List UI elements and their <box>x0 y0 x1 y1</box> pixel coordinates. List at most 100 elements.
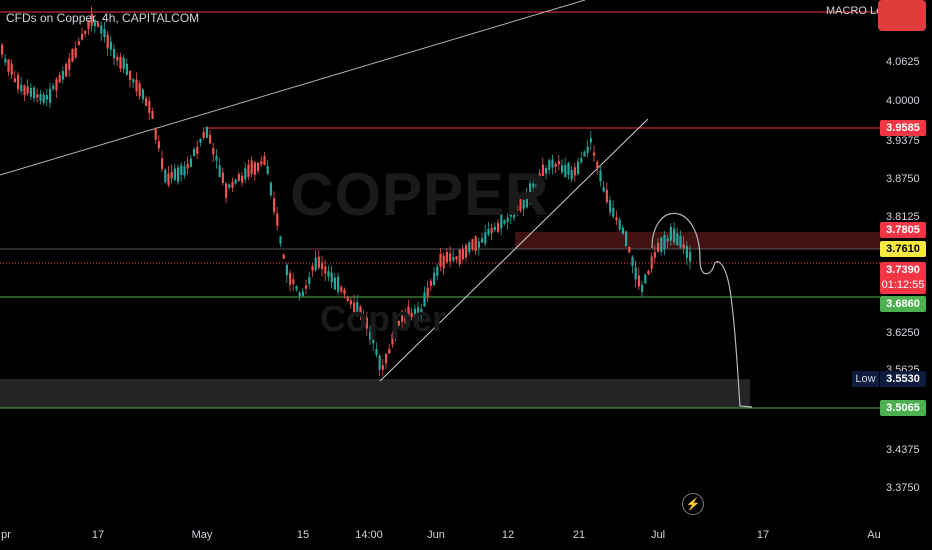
candle-body <box>529 183 532 199</box>
candle-body <box>273 198 276 213</box>
candle-body <box>109 41 112 50</box>
x-tick: 14:00 <box>355 529 383 541</box>
candle-body <box>196 146 199 155</box>
candle-body <box>455 256 458 260</box>
candle-body <box>593 152 596 156</box>
candle-body <box>212 147 215 155</box>
candle-body <box>561 165 564 173</box>
x-tick: Jul <box>650 529 666 541</box>
y-tick: 3.4375 <box>886 444 920 456</box>
candle-body <box>177 167 180 182</box>
resistance-price-label: 3.9585 <box>880 120 926 136</box>
candle-body <box>650 256 653 269</box>
candle-body <box>564 165 567 177</box>
candle-body <box>484 232 487 244</box>
current-price-label: 3.7390 01:12:55 <box>880 262 926 294</box>
candle-body <box>193 148 196 157</box>
candle-body <box>513 204 516 218</box>
candle-body <box>490 227 493 234</box>
y-tick: 3.3750 <box>886 482 920 494</box>
candle-body <box>359 306 362 316</box>
candle-body <box>52 85 55 90</box>
candle-body <box>439 253 442 267</box>
candle-body <box>289 272 292 285</box>
candle-body <box>39 93 42 101</box>
candle-body <box>285 264 288 276</box>
candle-body <box>605 189 608 203</box>
candle-body <box>106 34 109 49</box>
candle-body <box>621 227 624 234</box>
candle-body <box>625 231 628 247</box>
candle-body <box>647 270 650 275</box>
candle-body <box>487 228 490 235</box>
candle-body <box>119 56 122 69</box>
candle-body <box>535 183 538 189</box>
candle-body <box>410 312 413 318</box>
candle-body <box>161 158 164 169</box>
candle-body <box>337 276 340 292</box>
low-zone <box>0 379 750 408</box>
candle-body <box>685 245 688 258</box>
x-tick: 17 <box>91 529 105 541</box>
candle-body <box>356 302 359 313</box>
candle-body <box>673 228 676 243</box>
projection-curve <box>651 212 753 408</box>
candle-body <box>353 302 356 313</box>
candle-body <box>423 292 426 307</box>
candle-body <box>538 173 541 179</box>
candle-body <box>125 63 128 75</box>
candle-body <box>4 58 7 63</box>
candle-body <box>362 316 365 322</box>
candle-body <box>205 126 208 138</box>
candle-body <box>477 241 480 248</box>
candle-body <box>282 254 285 259</box>
candle-body <box>170 171 173 179</box>
lightning-icon[interactable]: ⚡ <box>682 493 704 515</box>
candlestick-series <box>1 6 692 377</box>
candle-body <box>666 238 669 242</box>
candle-body <box>234 179 237 184</box>
candle-body <box>129 70 132 80</box>
candle-body <box>116 56 119 61</box>
candle-body <box>682 244 685 249</box>
candle-body <box>327 271 330 277</box>
candle-body <box>58 75 61 83</box>
candle-body <box>372 340 375 344</box>
candle-body <box>340 287 343 292</box>
candle-body <box>545 168 548 174</box>
candle-body <box>516 205 519 212</box>
candle-body <box>586 146 589 153</box>
candle-body <box>381 365 384 370</box>
candle-body <box>241 175 244 183</box>
candle-body <box>509 208 512 217</box>
candle-body <box>292 279 295 284</box>
last-price-label: 3.7610 <box>880 241 926 257</box>
candle-body <box>81 33 84 40</box>
candle-body <box>330 272 333 283</box>
candle-body <box>532 183 535 188</box>
candle-body <box>407 306 410 322</box>
candle-body <box>33 87 36 99</box>
candle-body <box>314 257 317 271</box>
candle-body <box>23 85 26 96</box>
candle-body <box>637 275 640 287</box>
candle-body <box>461 248 464 260</box>
candle-body <box>257 162 260 172</box>
candle-body <box>660 237 663 252</box>
candle-body <box>183 166 186 176</box>
candle-body <box>573 167 576 176</box>
candle-body <box>141 89 144 100</box>
candle-body <box>452 257 455 261</box>
candle-body <box>401 311 404 322</box>
candle-body <box>93 19 96 27</box>
candle-body <box>298 292 301 296</box>
y-tick: 4.0625 <box>886 56 920 68</box>
candle-body <box>138 83 141 97</box>
candle-body <box>186 163 189 169</box>
candle-body <box>20 84 23 92</box>
x-tick: 17 <box>756 529 770 541</box>
candle-body <box>567 162 570 175</box>
candle-body <box>394 328 397 339</box>
candle-body <box>599 170 602 182</box>
